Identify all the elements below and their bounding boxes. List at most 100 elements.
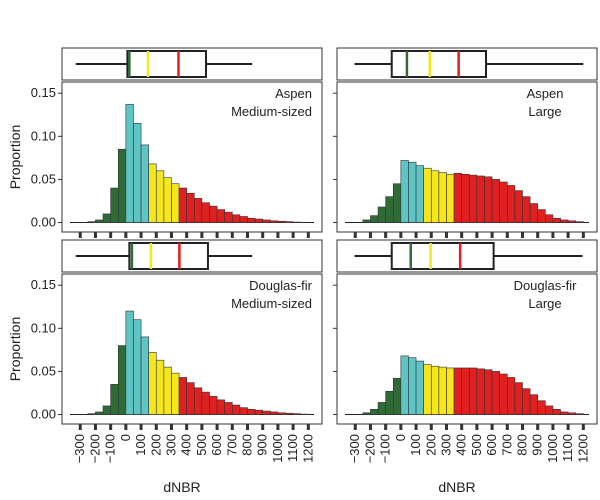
bar	[400, 355, 409, 415]
hist-panel	[336, 273, 598, 425]
bar	[408, 357, 417, 415]
bar	[484, 369, 493, 415]
x-tick-label: −100	[378, 434, 393, 463]
bar	[370, 409, 379, 415]
bar	[155, 170, 165, 223]
bar	[95, 219, 104, 223]
hist-panel	[336, 81, 598, 233]
bar	[254, 218, 264, 223]
panel-title: Large	[528, 104, 561, 119]
bar	[209, 205, 218, 223]
x-tick-label: 700	[499, 434, 514, 456]
x-tick-label: 1000	[270, 434, 285, 463]
bar	[186, 192, 195, 223]
bar	[499, 373, 508, 415]
bar	[270, 220, 279, 223]
hist-panel	[61, 81, 323, 233]
panel-title: Aspen	[527, 86, 564, 101]
bar	[537, 400, 546, 415]
bar	[567, 220, 577, 223]
bar	[285, 221, 294, 223]
bar	[545, 405, 554, 415]
bar	[125, 104, 134, 223]
panel-title: Medium-sized	[231, 296, 312, 311]
panel-title: Douglas-fir	[514, 278, 578, 293]
bar	[362, 219, 371, 223]
bar	[415, 360, 424, 415]
bar	[484, 176, 493, 223]
bar	[186, 382, 195, 415]
bar	[117, 148, 127, 223]
x-tick-label: 1200	[575, 434, 590, 463]
x-tick-label: 1200	[300, 434, 315, 463]
bar	[415, 165, 424, 223]
bar	[438, 172, 447, 223]
x-tick-label: −100	[103, 434, 118, 463]
bar	[231, 404, 241, 415]
y-tick-label: 0.00	[31, 215, 56, 230]
y-axis-label: Proportion	[7, 125, 23, 190]
bar	[529, 394, 539, 415]
bar	[178, 187, 187, 223]
y-tick-label: 0.15	[31, 85, 56, 100]
bar	[201, 202, 210, 223]
box	[126, 50, 207, 78]
x-tick-label: 100	[133, 434, 148, 456]
bar	[163, 366, 172, 415]
bar	[461, 367, 470, 415]
bar	[408, 161, 417, 223]
bar	[476, 368, 485, 415]
x-tick-label: 200	[423, 434, 438, 456]
bar	[423, 167, 432, 223]
bar	[277, 220, 286, 223]
box-panel	[61, 239, 323, 273]
bar	[133, 319, 142, 415]
x-tick-label: 300	[438, 434, 453, 456]
y-axis-label: Proportion	[7, 317, 23, 382]
bar	[140, 336, 149, 415]
bar	[385, 196, 394, 223]
bar	[148, 163, 157, 223]
bar	[95, 411, 104, 415]
bar	[370, 215, 379, 223]
bar	[430, 170, 440, 223]
bar	[453, 173, 462, 223]
bar	[102, 213, 111, 223]
x-tick-label: 200	[148, 434, 163, 456]
bar	[262, 219, 271, 223]
bar	[224, 402, 233, 415]
box	[128, 242, 209, 270]
bar	[133, 123, 142, 223]
x-tick-label: 400	[454, 434, 469, 456]
bar	[163, 177, 172, 223]
y-tick-label: 0.15	[31, 277, 56, 292]
x-tick-label: 900	[530, 434, 545, 456]
x-tick-label: 500	[194, 434, 209, 456]
x-tick-label: 1100	[285, 434, 300, 462]
bar	[529, 203, 539, 223]
bar	[201, 391, 210, 415]
bar	[522, 196, 531, 223]
bar	[506, 377, 516, 415]
bar	[575, 413, 584, 415]
bar	[292, 413, 302, 415]
bar	[552, 409, 561, 415]
bar	[392, 183, 402, 223]
bar	[506, 185, 516, 223]
bar	[216, 399, 225, 415]
bar	[514, 382, 523, 415]
bar	[385, 390, 394, 415]
bar	[461, 173, 470, 223]
bar	[247, 217, 256, 223]
bar	[247, 409, 256, 415]
bar	[468, 367, 478, 415]
x-tick-label: 0	[393, 434, 408, 441]
bar	[209, 396, 218, 415]
box-panel	[336, 239, 598, 273]
x-tick-label: −300	[72, 434, 87, 463]
bar	[285, 412, 294, 415]
bar	[270, 411, 279, 415]
bar	[491, 371, 500, 415]
bar	[476, 175, 485, 223]
